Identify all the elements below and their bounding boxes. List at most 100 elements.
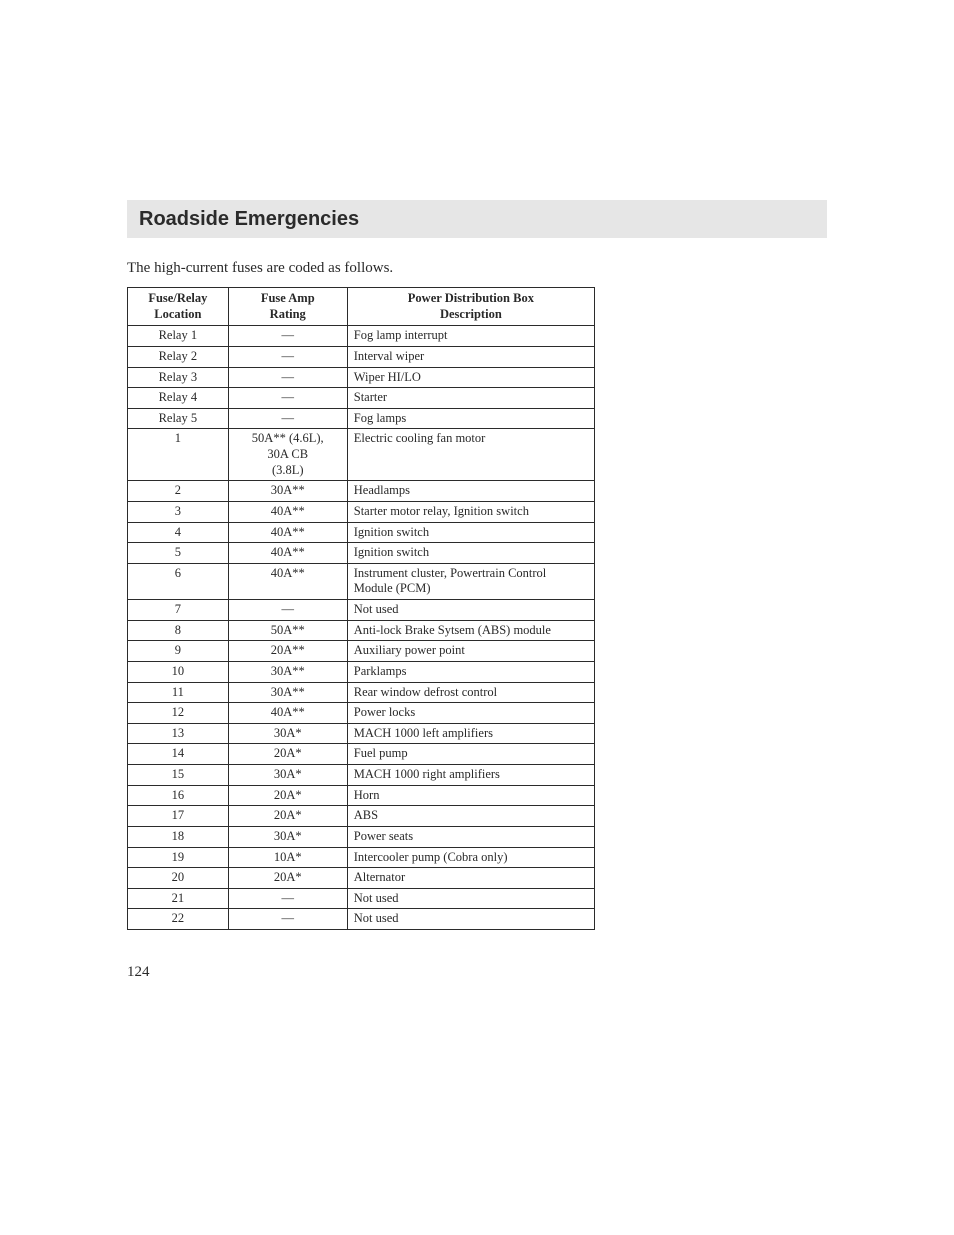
- section-title: Roadside Emergencies: [139, 208, 359, 231]
- table-row: 22—Not used: [128, 909, 595, 930]
- table-row: 850A**Anti-lock Brake Sytsem (ABS) modul…: [128, 620, 595, 641]
- cell-location: 16: [128, 785, 229, 806]
- cell-amp-rating: 40A**: [228, 522, 347, 543]
- table-row: 1330A*MACH 1000 left amplifiers: [128, 723, 595, 744]
- cell-description: Not used: [347, 888, 594, 909]
- table-row: 2020A*Alternator: [128, 868, 595, 889]
- cell-description: Fog lamp interrupt: [347, 326, 594, 347]
- table-row: 540A**Ignition switch: [128, 543, 595, 564]
- col-header-amp: Fuse AmpRating: [228, 288, 347, 326]
- cell-description: Parklamps: [347, 661, 594, 682]
- cell-location: 18: [128, 826, 229, 847]
- table-row: Relay 3—Wiper HI/LO: [128, 367, 595, 388]
- cell-amp-rating: 40A**: [228, 563, 347, 599]
- cell-amp-rating: —: [228, 888, 347, 909]
- table-row: Relay 2—Interval wiper: [128, 346, 595, 367]
- cell-description: Headlamps: [347, 481, 594, 502]
- cell-location: Relay 5: [128, 408, 229, 429]
- table-header: Fuse/RelayLocation Fuse AmpRating Power …: [128, 288, 595, 326]
- cell-amp-rating: 40A**: [228, 543, 347, 564]
- table-row: 1240A**Power locks: [128, 703, 595, 724]
- table-row: 340A**Starter motor relay, Ignition swit…: [128, 501, 595, 522]
- cell-location: 5: [128, 543, 229, 564]
- col-header-location: Fuse/RelayLocation: [128, 288, 229, 326]
- cell-location: 1: [128, 429, 229, 481]
- cell-location: 8: [128, 620, 229, 641]
- cell-location: 19: [128, 847, 229, 868]
- cell-location: 14: [128, 744, 229, 765]
- cell-location: 4: [128, 522, 229, 543]
- cell-location: 7: [128, 600, 229, 621]
- table-row: 640A**Instrument cluster, Powertrain Con…: [128, 563, 595, 599]
- table-row: 1030A**Parklamps: [128, 661, 595, 682]
- cell-amp-rating: 20A*: [228, 806, 347, 827]
- cell-amp-rating: 50A** (4.6L),30A CB(3.8L): [228, 429, 347, 481]
- cell-amp-rating: —: [228, 367, 347, 388]
- cell-amp-rating: 30A**: [228, 661, 347, 682]
- cell-description: Fog lamps: [347, 408, 594, 429]
- cell-location: Relay 2: [128, 346, 229, 367]
- cell-location: Relay 4: [128, 388, 229, 409]
- cell-amp-rating: 40A**: [228, 501, 347, 522]
- cell-description: Interval wiper: [347, 346, 594, 367]
- cell-description: Alternator: [347, 868, 594, 889]
- cell-location: 6: [128, 563, 229, 599]
- table-row: 7—Not used: [128, 600, 595, 621]
- cell-location: 13: [128, 723, 229, 744]
- table-row: 920A**Auxiliary power point: [128, 641, 595, 662]
- cell-description: Ignition switch: [347, 522, 594, 543]
- table-row: 440A**Ignition switch: [128, 522, 595, 543]
- cell-description: Starter: [347, 388, 594, 409]
- cell-description: Not used: [347, 909, 594, 930]
- cell-description: Rear window defrost control: [347, 682, 594, 703]
- cell-amp-rating: —: [228, 600, 347, 621]
- cell-location: 20: [128, 868, 229, 889]
- cell-amp-rating: 10A*: [228, 847, 347, 868]
- cell-location: 22: [128, 909, 229, 930]
- cell-description: Power seats: [347, 826, 594, 847]
- cell-description: Instrument cluster, Powertrain Control M…: [347, 563, 594, 599]
- cell-location: 3: [128, 501, 229, 522]
- cell-location: 2: [128, 481, 229, 502]
- cell-amp-rating: —: [228, 408, 347, 429]
- table-row: 1910A*Intercooler pump (Cobra only): [128, 847, 595, 868]
- table-row: Relay 1—Fog lamp interrupt: [128, 326, 595, 347]
- cell-amp-rating: 30A**: [228, 682, 347, 703]
- cell-description: Anti-lock Brake Sytsem (ABS) module: [347, 620, 594, 641]
- cell-description: MACH 1000 right amplifiers: [347, 765, 594, 786]
- table-row: 1420A*Fuel pump: [128, 744, 595, 765]
- page-number: 124: [127, 964, 827, 981]
- table-row: Relay 5—Fog lamps: [128, 408, 595, 429]
- cell-amp-rating: 30A*: [228, 826, 347, 847]
- cell-description: Fuel pump: [347, 744, 594, 765]
- cell-description: Auxiliary power point: [347, 641, 594, 662]
- cell-description: Ignition switch: [347, 543, 594, 564]
- cell-description: Wiper HI/LO: [347, 367, 594, 388]
- cell-location: 17: [128, 806, 229, 827]
- fuse-table: Fuse/RelayLocation Fuse AmpRating Power …: [127, 287, 595, 930]
- section-header-bar: Roadside Emergencies: [127, 200, 827, 238]
- table-row: Relay 4—Starter: [128, 388, 595, 409]
- table-header-row: Fuse/RelayLocation Fuse AmpRating Power …: [128, 288, 595, 326]
- cell-description: Horn: [347, 785, 594, 806]
- cell-amp-rating: 20A*: [228, 785, 347, 806]
- table-row: 1530A*MACH 1000 right amplifiers: [128, 765, 595, 786]
- table-row: 230A**Headlamps: [128, 481, 595, 502]
- cell-location: 11: [128, 682, 229, 703]
- col-header-description: Power Distribution BoxDescription: [347, 288, 594, 326]
- cell-description: Power locks: [347, 703, 594, 724]
- cell-amp-rating: 30A**: [228, 481, 347, 502]
- cell-location: 10: [128, 661, 229, 682]
- cell-amp-rating: 20A**: [228, 641, 347, 662]
- table-row: 1130A**Rear window defrost control: [128, 682, 595, 703]
- cell-description: MACH 1000 left amplifiers: [347, 723, 594, 744]
- cell-amp-rating: —: [228, 909, 347, 930]
- cell-description: Starter motor relay, Ignition switch: [347, 501, 594, 522]
- cell-location: 21: [128, 888, 229, 909]
- cell-location: Relay 1: [128, 326, 229, 347]
- cell-description: Not used: [347, 600, 594, 621]
- page-content: Roadside Emergencies The high-current fu…: [127, 200, 827, 981]
- cell-location: 9: [128, 641, 229, 662]
- cell-amp-rating: —: [228, 346, 347, 367]
- cell-amp-rating: 40A**: [228, 703, 347, 724]
